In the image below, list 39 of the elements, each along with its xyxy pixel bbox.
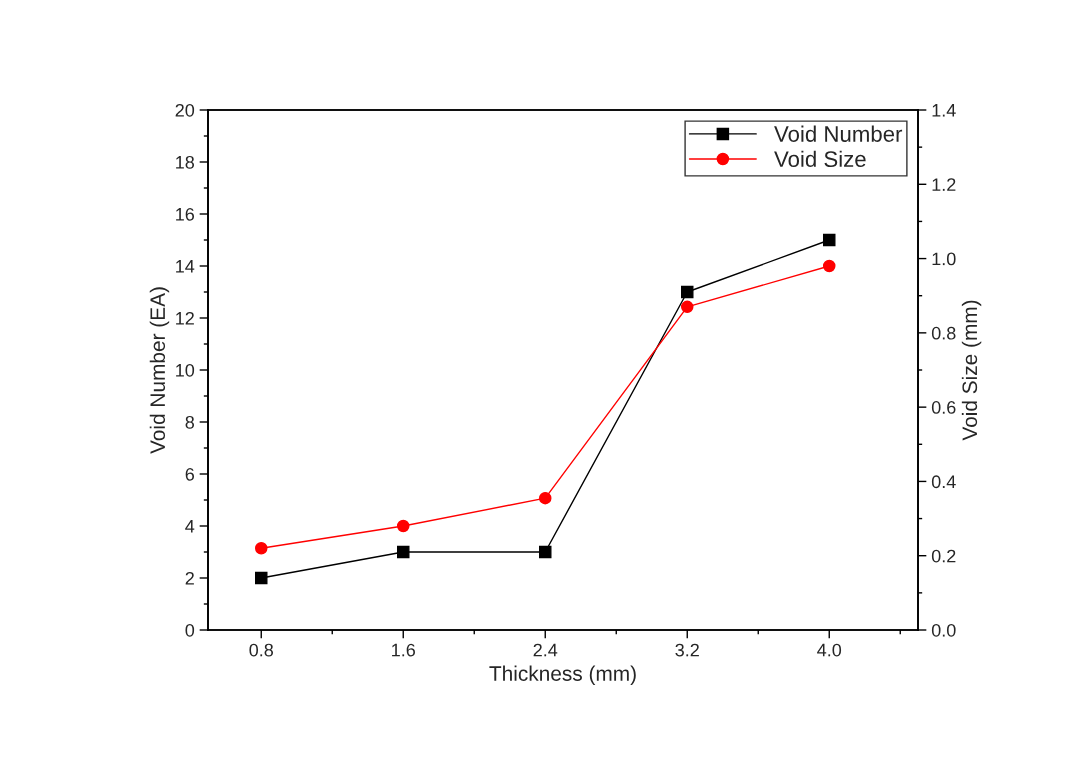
y-tick-label: 12 [176,311,194,325]
y2-tick-label: 0.8 [931,326,956,340]
x-tick-label: 4.0 [817,643,842,657]
y2-tick-label: 1.2 [932,178,956,191]
y2-tick-label: 1.0 [932,252,956,266]
y-tick-label: 10 [176,363,195,377]
x-tick-label: 3.2 [675,643,699,657]
point [680,300,694,314]
x-tick-label: 2.4 [533,643,558,657]
point [254,542,268,555]
y-tick-label: 4 [185,520,195,533]
x-axis-title: Thickness (mm) [489,665,636,685]
point [822,233,836,247]
y-tick-label: 0 [185,623,195,637]
y-tick-label: 8 [185,415,195,429]
y2-tick-label: 0.4 [931,475,956,489]
y2-tick-label: 0.2 [931,549,956,563]
x-tick-label: 0.8 [249,643,274,657]
legend-label: Void Size [774,150,866,168]
point [680,285,694,299]
point [396,519,410,533]
legend-label: Void Number [774,125,903,142]
y-tick-label: 6 [185,467,195,481]
y-tick-label: 16 [176,207,195,221]
y-tick-label: 20 [175,103,195,117]
y2-tick-label: 0.0 [931,623,956,637]
y-tick-label: 18 [176,155,195,169]
point [538,491,552,505]
y2-axis-title: Void Size (mm) [961,300,982,441]
point [254,571,268,585]
y-tick-label: 2 [185,571,194,585]
y-axis-title: Void Number (EA) [149,287,170,454]
y2-tick-label: 1.4 [932,104,956,117]
point [538,545,552,559]
point [396,545,410,559]
point [822,259,836,273]
y-tick-label: 14 [176,260,195,273]
x-tick-label: 1.6 [392,643,416,657]
y2-tick-label: 0.6 [931,401,956,414]
